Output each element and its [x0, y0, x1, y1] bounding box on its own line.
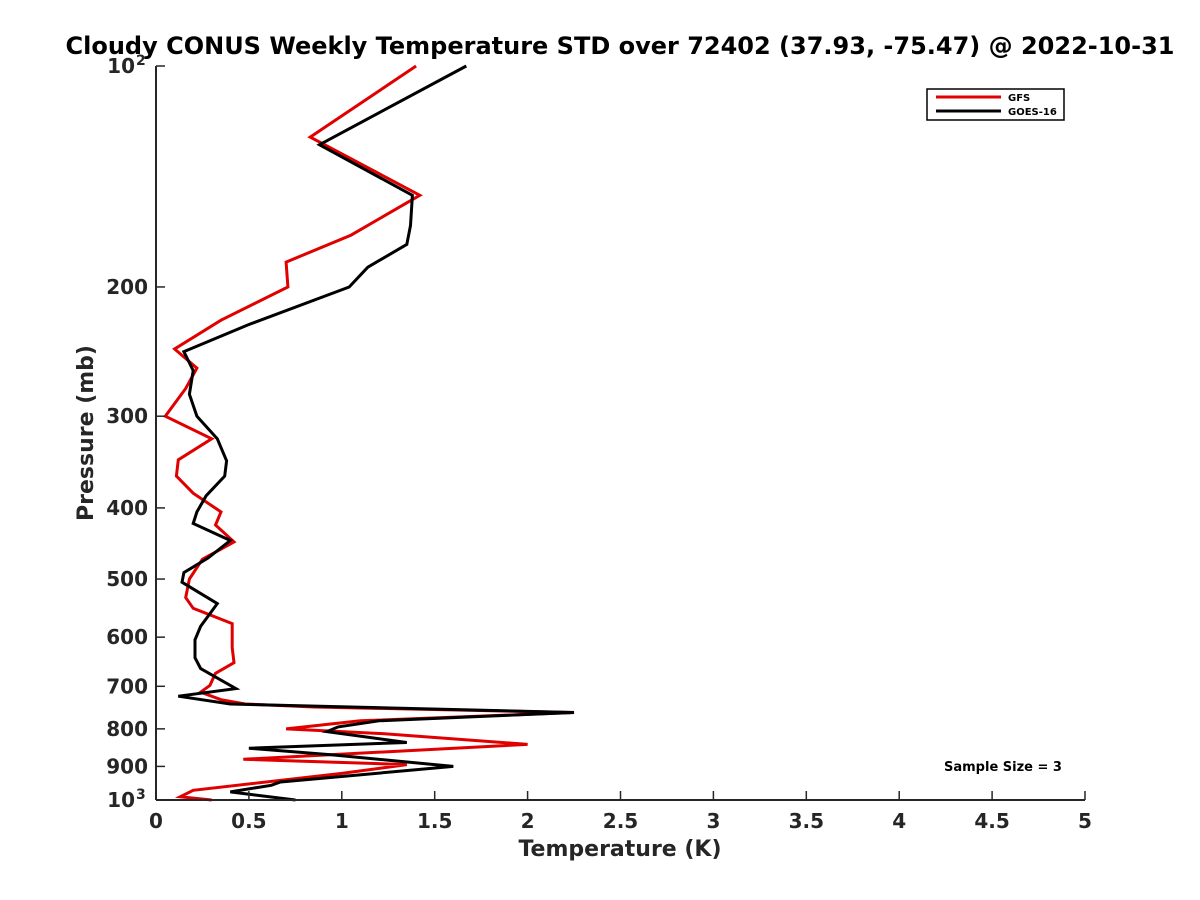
x-tick-label: 3.5 [789, 809, 824, 833]
legend-box [926, 88, 1065, 121]
x-tick-label: 2 [521, 809, 535, 833]
x-tick-label: 0 [149, 809, 163, 833]
x-tick-label: 4.5 [974, 809, 1009, 833]
y-tick-label: 10 [107, 54, 135, 78]
x-tick-label: 3 [706, 809, 720, 833]
sample-size-annotation: Sample Size = 3 [944, 760, 1062, 775]
y-tick-label: 200 [106, 275, 148, 299]
legend-label-goes16: GOES-16 [1008, 107, 1057, 118]
x-tick-label: 2.5 [603, 809, 638, 833]
x-tick-label: 1.5 [417, 809, 452, 833]
y-tick-label: 400 [106, 496, 148, 520]
y-tick-label: 900 [106, 754, 148, 778]
y-tick-label: 500 [106, 567, 148, 591]
x-axis-label: Temperature (K) [518, 837, 721, 862]
y-tick-label: 300 [106, 404, 148, 428]
x-axis-ticks: 0 0.5 1 1.5 2 2.5 3 3.5 4 4.5 5 [149, 791, 1092, 833]
series-line-gfs [163, 64, 575, 802]
y-tick-label: 10 [107, 788, 135, 812]
series-line-goes16 [178, 64, 575, 802]
y-tick-label: 600 [106, 625, 148, 649]
x-tick-label: 0.5 [231, 809, 266, 833]
x-tick-label: 1 [335, 809, 349, 833]
chart-title: Cloudy CONUS Weekly Temperature STD over… [66, 32, 1175, 60]
y-tick-label: 700 [106, 674, 148, 698]
legend-label-gfs: GFS [1008, 93, 1030, 104]
legend: GFS GOES-16 [926, 88, 1065, 121]
x-tick-label: 4 [892, 809, 906, 833]
y-tick-label: 800 [106, 717, 148, 741]
x-tick-label: 5 [1078, 809, 1092, 833]
y-axis-label: Pressure (mb) [74, 345, 99, 521]
plot-lines [163, 64, 575, 802]
y-tick-exponent: 2 [136, 53, 146, 69]
y-tick-exponent: 3 [136, 787, 146, 803]
